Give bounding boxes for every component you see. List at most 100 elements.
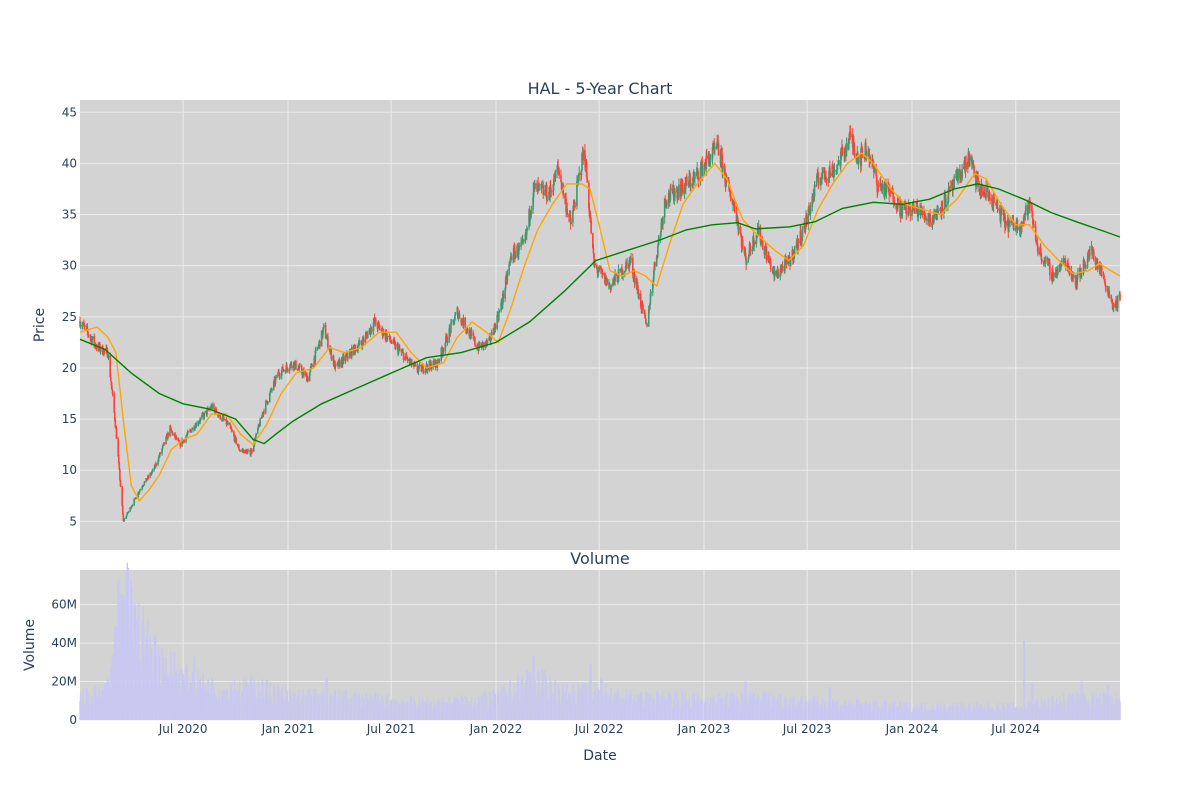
candle-body [91,336,94,340]
candle-body [1100,266,1103,275]
candle-body [841,146,844,149]
candle-body [609,285,611,287]
candle-body [537,183,539,187]
volume-bar [406,704,409,720]
candle-body [147,476,150,478]
candle-body [234,436,236,441]
candle-body [170,430,173,432]
candle-body [437,361,440,363]
candle-body [334,364,337,370]
volume-bar [605,683,607,720]
candle-body [492,332,494,334]
candle-body [1104,285,1107,291]
candle-body [588,208,591,217]
candle-body [307,377,309,382]
candle-body [462,317,465,326]
volume-bar [191,672,193,720]
candle-body [425,368,427,370]
candle-body [998,208,1001,214]
date-x-tick-labels: Jul 2020 Jan 2021 Jul 2021 Jan 2022 Jul 2022… [158,722,1040,736]
candle-body [829,173,832,177]
candle-body [590,220,592,234]
candle-body [725,176,728,186]
volume-bar [466,700,469,720]
candle-body [1012,220,1015,230]
candle-body [394,344,397,349]
candle-body [1099,266,1101,273]
volume-bar [574,704,576,720]
candle-body [1111,301,1113,304]
candle-body [695,171,698,176]
candle-body [892,191,894,203]
candle-body [1086,258,1089,268]
candle-body [187,431,190,433]
candle-body [713,143,716,150]
candle-body [392,339,395,343]
candle-body [377,322,380,324]
candle-body [1047,261,1050,265]
volume-bar [750,693,752,720]
volume-bar [698,701,700,720]
candle-body [434,359,437,368]
candle-body [538,184,541,186]
candle-body [1055,276,1057,278]
candle-body [87,331,89,335]
candle-body [243,450,245,454]
volume-bar [311,697,313,720]
candle-body [777,275,780,277]
volume-bar [375,699,377,720]
volume-bar [422,703,425,720]
candle-body [461,318,464,322]
volume-bar [383,703,385,720]
volume-bar [462,704,465,720]
candle-body [1020,228,1022,232]
candle-body [991,201,994,208]
candle-body [1069,268,1071,271]
candle-body [780,268,783,273]
volume-bar [1119,701,1121,720]
candle-body [193,428,196,430]
candle-body [955,176,958,178]
candle-body [1064,258,1067,266]
candle-body [537,185,540,187]
candle-body [433,360,435,363]
candle-body [1019,231,1022,233]
candle-body [643,309,646,316]
candle-body [629,259,632,262]
price-y-tick-label: 10 [62,463,77,477]
volume-bar [123,598,126,720]
candle-body [345,355,347,357]
candle-body [245,449,247,454]
candle-body [988,196,991,199]
volume-bar [303,695,305,720]
candle-body [493,324,496,335]
candle-body [557,165,559,168]
candle-body [287,370,289,372]
candle-body [1053,272,1055,277]
candle-body [300,365,303,373]
candle-body [330,349,333,359]
candle-body [274,378,277,384]
candle-body [594,263,596,266]
candle-body [1094,260,1097,265]
candle-body [589,216,591,218]
volume-bar [742,693,744,720]
volume-bar [666,698,668,720]
candle-body [389,340,392,342]
candle-body [203,412,206,418]
candle-body [130,506,133,509]
candle-body [1115,299,1117,307]
candle-body [424,368,427,373]
candle-body [805,215,808,225]
candle-body [174,434,176,439]
candle-body [1018,226,1021,232]
candle-body [649,303,651,310]
candle-body [657,239,660,246]
candle-body [472,332,475,336]
volume-bar [1065,707,1067,720]
volume-bar [909,702,911,720]
volume-bar [949,705,951,720]
candle-body [617,281,619,283]
candle-body [322,327,325,331]
volume-bar [179,693,181,720]
